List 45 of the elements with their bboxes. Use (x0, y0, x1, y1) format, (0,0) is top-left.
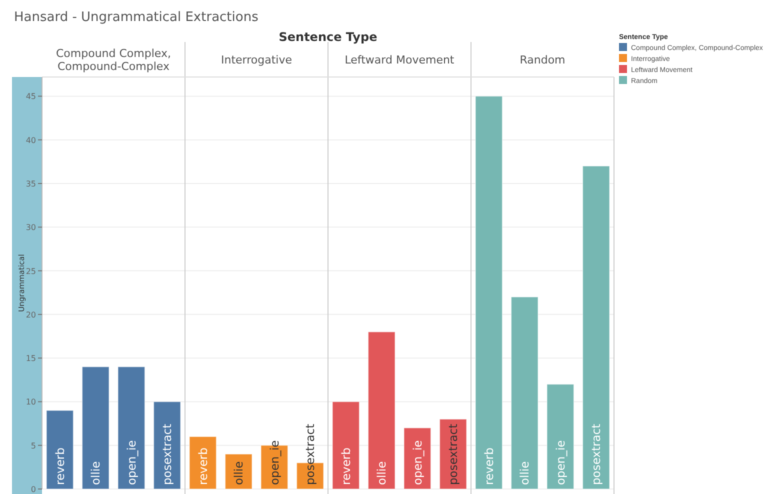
bar (404, 428, 432, 490)
bar (332, 401, 360, 490)
y-tick-label: 10 (26, 398, 36, 407)
text: Compound Complex, Compound-Complex (56, 47, 172, 73)
bar (510, 296, 538, 490)
chart-title: Hansard - Ungrammatical Extractions (14, 10, 259, 25)
x-tick-label: reverb (482, 448, 496, 485)
y-tick-label: 45 (26, 92, 36, 102)
bar (368, 331, 396, 490)
bar (475, 96, 503, 490)
bar (46, 410, 74, 490)
bar (224, 454, 252, 490)
y-tick-label: 15 (26, 354, 36, 364)
x-tick-label: reverb (338, 448, 353, 485)
x-tick-label: ollie (88, 461, 103, 485)
text: Random (520, 54, 566, 66)
x-tick-label: reverb (52, 448, 67, 485)
x-tick-label: posextract (589, 423, 604, 485)
bar (582, 166, 610, 490)
y-tick-label: 40 (26, 136, 36, 145)
bar (546, 384, 574, 490)
x-tick-label: reverb (196, 448, 210, 485)
y-tick-label: 35 (26, 179, 36, 188)
x-tick-label: ollie (374, 461, 389, 485)
x-tick-label: posextract (303, 423, 318, 485)
bar (189, 436, 217, 490)
x-tick-label: open_ie (410, 440, 424, 485)
x-tick-label: posextract (446, 423, 460, 485)
bar (153, 401, 181, 490)
bar (82, 366, 110, 490)
legend-title: Sentence Type (278, 30, 378, 44)
x-tick-label: open_ie (267, 440, 282, 485)
x-tick-label: posextract (160, 423, 174, 485)
x-tick-label: open_ie (124, 440, 138, 485)
text: Leftward Movement (344, 54, 454, 66)
x-tick-label: ollie (518, 461, 532, 485)
y-tick-label: 20 (26, 310, 36, 320)
x-tick-label: open_ie (553, 440, 568, 485)
x-tick-label: ollie (232, 461, 246, 485)
bar (118, 366, 146, 490)
text: Interrogative (220, 54, 292, 66)
y-tick-label: 5 (30, 441, 36, 450)
y-tick-label: 25 (26, 266, 36, 276)
y-tick-label: 30 (26, 223, 36, 232)
y-tick-label: 0 (30, 485, 36, 494)
